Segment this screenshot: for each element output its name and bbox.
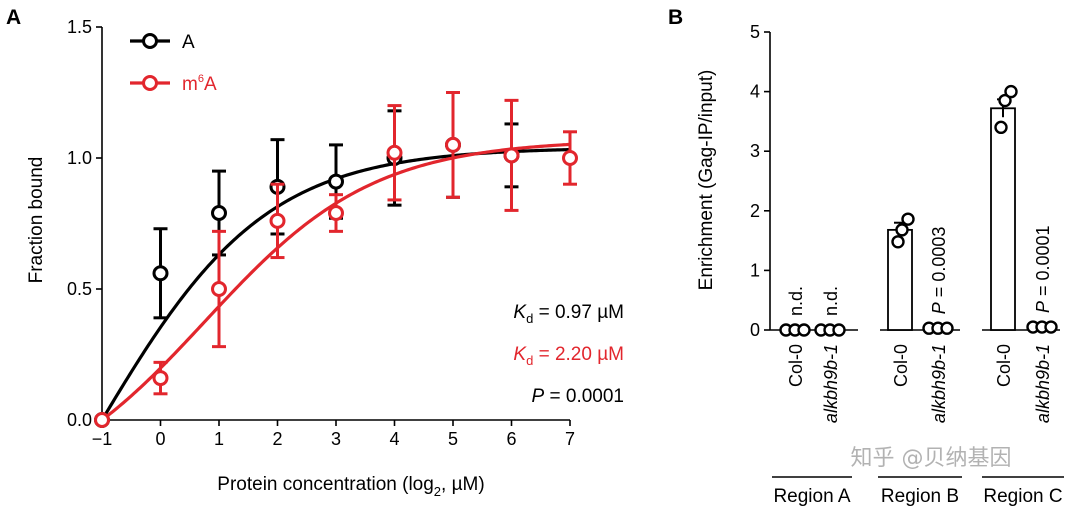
panel-a-x-tick-label: 4 xyxy=(389,429,399,449)
panel-a-y-tick-label: 1.0 xyxy=(67,148,92,168)
data-point-m6a xyxy=(152,370,169,387)
panel-a-x-tick-label: 5 xyxy=(448,429,458,449)
panel-b-y-tick-label: 2 xyxy=(750,201,760,221)
group-label: Region C xyxy=(983,486,1062,507)
panel-a-x-tick-label: 0 xyxy=(155,429,165,449)
data-point-m6a xyxy=(328,205,344,222)
panel-b-plot: 0 1 2 3 4 5 n.d. Col-0 n.d. alkbh9b-1 Col-0 P = 0.0… xyxy=(750,22,1064,507)
data-point-a xyxy=(328,173,344,190)
panel-a-label: A xyxy=(6,6,21,29)
category-label: alkbh9b-1 xyxy=(1033,344,1053,423)
replicate-point xyxy=(891,235,905,249)
category-label: Col-0 xyxy=(891,344,911,387)
category-label: alkbh9b-1 xyxy=(821,344,841,423)
panel-a-y-tick-label: 1.5 xyxy=(67,17,92,37)
kd-annotation-m6a: Kd = 2.20 µM xyxy=(513,344,624,368)
panel-a-x-tick-label: −1 xyxy=(92,429,113,449)
bar-annotation: P = 0.0001 xyxy=(1033,225,1053,313)
panel-a-x-tick-label: 7 xyxy=(565,429,575,449)
bar-annotation: n.d. xyxy=(821,286,841,316)
data-point-m6a xyxy=(562,150,578,166)
panel-a-x-tick-label: 6 xyxy=(506,429,516,449)
panel-a-y-tick-label: 0.0 xyxy=(67,410,92,430)
panel-b-y-tick-label: 1 xyxy=(750,260,760,280)
replicate-point xyxy=(940,321,954,335)
data-point-m6a xyxy=(269,212,286,229)
category-label: Col-0 xyxy=(786,344,806,387)
category-label: alkbh9b-1 xyxy=(929,344,949,423)
p-value: = 0.0003 xyxy=(929,227,949,303)
legend-marker-m6a xyxy=(142,75,158,91)
replicate-point xyxy=(832,323,846,337)
p-value-annotation: P = 0.0001 xyxy=(532,386,624,407)
watermark: 知乎 @贝纳基因 xyxy=(851,446,1012,471)
replicate-point xyxy=(1004,84,1018,99)
p-label: P xyxy=(1033,301,1053,313)
panel-b-y-axis-label: Enrichment (Gag-IP/input) xyxy=(696,70,717,291)
data-point-m6a xyxy=(503,147,520,164)
panel-b-label: B xyxy=(668,6,683,29)
replicate-point xyxy=(901,212,915,226)
p-value: = 0.0001 xyxy=(1033,225,1053,301)
replicate-point xyxy=(998,93,1012,108)
panel-a-plot: −1 0 1 2 3 4 5 6 7 0.0 0.5 1.0 1.5 xyxy=(67,17,578,449)
panel-a-x-axis-label: Protein concentration (log2, µM) xyxy=(217,474,484,499)
legend: A m6A xyxy=(130,32,217,95)
data-point-m6a xyxy=(94,412,110,428)
data-point-m6a xyxy=(211,281,227,297)
panel-b-y-tick-label: 4 xyxy=(750,82,760,102)
replicate-point xyxy=(994,120,1008,135)
legend-label-a: A xyxy=(182,32,195,53)
legend-item-m6a: m6A xyxy=(130,73,217,95)
legend-label-m6a: m6A xyxy=(182,73,217,95)
p-label: P xyxy=(929,302,949,314)
legend-item-a: A xyxy=(130,32,195,53)
panel-a-x-tick-label: 3 xyxy=(331,429,341,449)
panel-a-y-tick-label: 0.5 xyxy=(67,279,92,299)
kd-annotation-a: Kd = 0.97 µM xyxy=(513,302,624,326)
bar xyxy=(990,107,1016,331)
legend-marker-a xyxy=(142,33,158,49)
replicate-point xyxy=(895,223,909,237)
data-point-m6a xyxy=(386,144,403,161)
replicate-point xyxy=(1044,320,1058,334)
bar-annotation: P = 0.0003 xyxy=(929,227,949,315)
panel-b-y-tick-label: 0 xyxy=(750,320,760,340)
group-label: Region A xyxy=(773,486,850,507)
group-label: Region B xyxy=(881,486,959,507)
panel-a-x-tick-label: 1 xyxy=(214,429,224,449)
replicate-point xyxy=(797,323,811,337)
panel-a-x-tick-label: 2 xyxy=(272,429,282,449)
data-point-m6a xyxy=(445,136,461,153)
bar-annotation: n.d. xyxy=(786,286,806,316)
panel-b-y-tick-label: 5 xyxy=(750,22,760,42)
category-label: Col-0 xyxy=(994,344,1014,387)
panel-b-y-tick-label: 3 xyxy=(750,141,760,161)
data-point-a xyxy=(152,265,169,282)
data-point-a xyxy=(211,205,227,222)
panel-a-y-axis-label: Fraction bound xyxy=(26,157,47,284)
